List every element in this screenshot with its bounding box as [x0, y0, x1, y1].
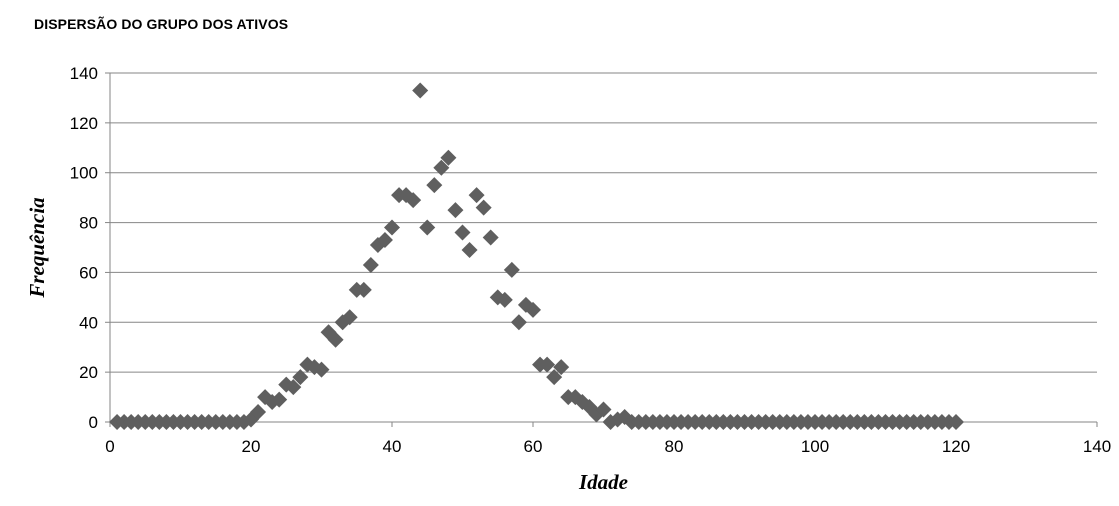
x-tick-label: 140 [1083, 437, 1111, 456]
y-tick-label: 40 [79, 313, 98, 332]
y-tick-label: 100 [70, 164, 98, 183]
data-point [475, 199, 492, 216]
data-point [313, 361, 330, 378]
data-point [447, 202, 464, 219]
axes [105, 72, 1098, 427]
data-point [341, 309, 358, 326]
x-tick-label: 0 [105, 437, 114, 456]
y-tick-label: 120 [70, 114, 98, 133]
x-tick-label: 20 [242, 437, 261, 456]
chart-title: DISPERSÃO DO GRUPO DOS ATIVOS [34, 16, 289, 32]
data-point [405, 192, 422, 209]
y-tick-label: 20 [79, 363, 98, 382]
data-point [327, 331, 344, 348]
data-point [271, 391, 288, 408]
x-tick-label: 80 [665, 437, 684, 456]
data-point [539, 356, 556, 373]
data-point [948, 414, 964, 430]
data-point [468, 187, 485, 204]
data-point [285, 379, 302, 396]
data-point [419, 219, 436, 236]
data-point [553, 359, 570, 376]
data-point [292, 369, 309, 386]
data-point [461, 241, 478, 258]
data-point [362, 256, 379, 273]
data-point [250, 404, 267, 421]
y-tick-label: 140 [70, 64, 98, 83]
data-point [355, 281, 372, 298]
data-point [595, 401, 612, 418]
x-tick-label: 100 [801, 437, 829, 456]
data-point [454, 224, 471, 241]
data-points [109, 82, 964, 430]
y-tick-label: 0 [89, 413, 98, 432]
tick-labels: 0 20 40 60 80 100 120 140 0 20 40 60 80 100 120 140 [70, 64, 1112, 456]
x-tick-label: 120 [942, 437, 970, 456]
x-tick-label: 60 [524, 437, 543, 456]
data-point [546, 369, 563, 386]
data-point [525, 301, 541, 318]
y-tick-label: 60 [79, 263, 98, 282]
data-point [496, 291, 513, 308]
data-point [384, 219, 400, 236]
data-point [503, 261, 520, 278]
data-point [510, 314, 527, 331]
data-point [376, 232, 393, 249]
data-point [482, 229, 499, 246]
data-point [412, 82, 429, 99]
data-point [433, 159, 450, 176]
x-axis-title: Idade [578, 470, 628, 494]
data-point [426, 177, 443, 194]
x-tick-label: 40 [383, 437, 402, 456]
gridlines [110, 72, 1097, 373]
data-point [440, 149, 457, 166]
y-tick-label: 80 [79, 214, 98, 233]
y-axis-title: Frequência [25, 197, 49, 298]
